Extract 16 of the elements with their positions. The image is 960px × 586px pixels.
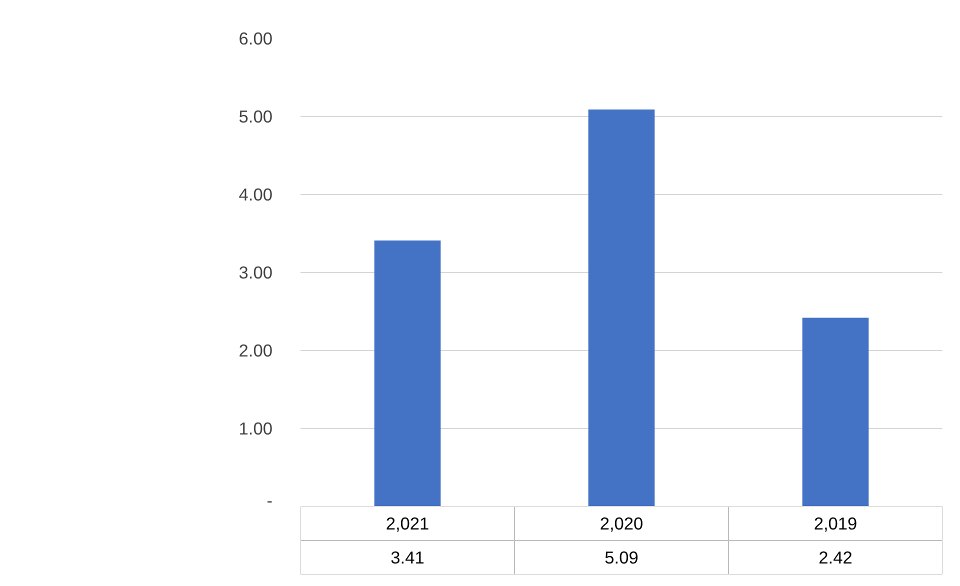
y-tick-label: 1.00	[238, 418, 273, 438]
y-tick-label: 5.00	[238, 106, 273, 126]
y-tick-label: 2.00	[238, 340, 273, 360]
bar	[802, 318, 869, 506]
x-tick-label: 2,019	[814, 514, 858, 534]
y-tick-label: 6.00	[238, 28, 273, 48]
y-tick-label: -	[266, 490, 273, 510]
y-tick-label: 4.00	[238, 184, 273, 204]
x-tick-label: 2,021	[386, 514, 430, 534]
data-label: 2.42	[818, 548, 852, 568]
x-tick-label: 2,020	[600, 514, 644, 534]
bar	[588, 109, 655, 506]
y-tick-label: 3.00	[238, 262, 273, 282]
data-label: 3.41	[390, 548, 424, 568]
data-label: 5.09	[604, 548, 638, 568]
bar	[374, 240, 441, 506]
